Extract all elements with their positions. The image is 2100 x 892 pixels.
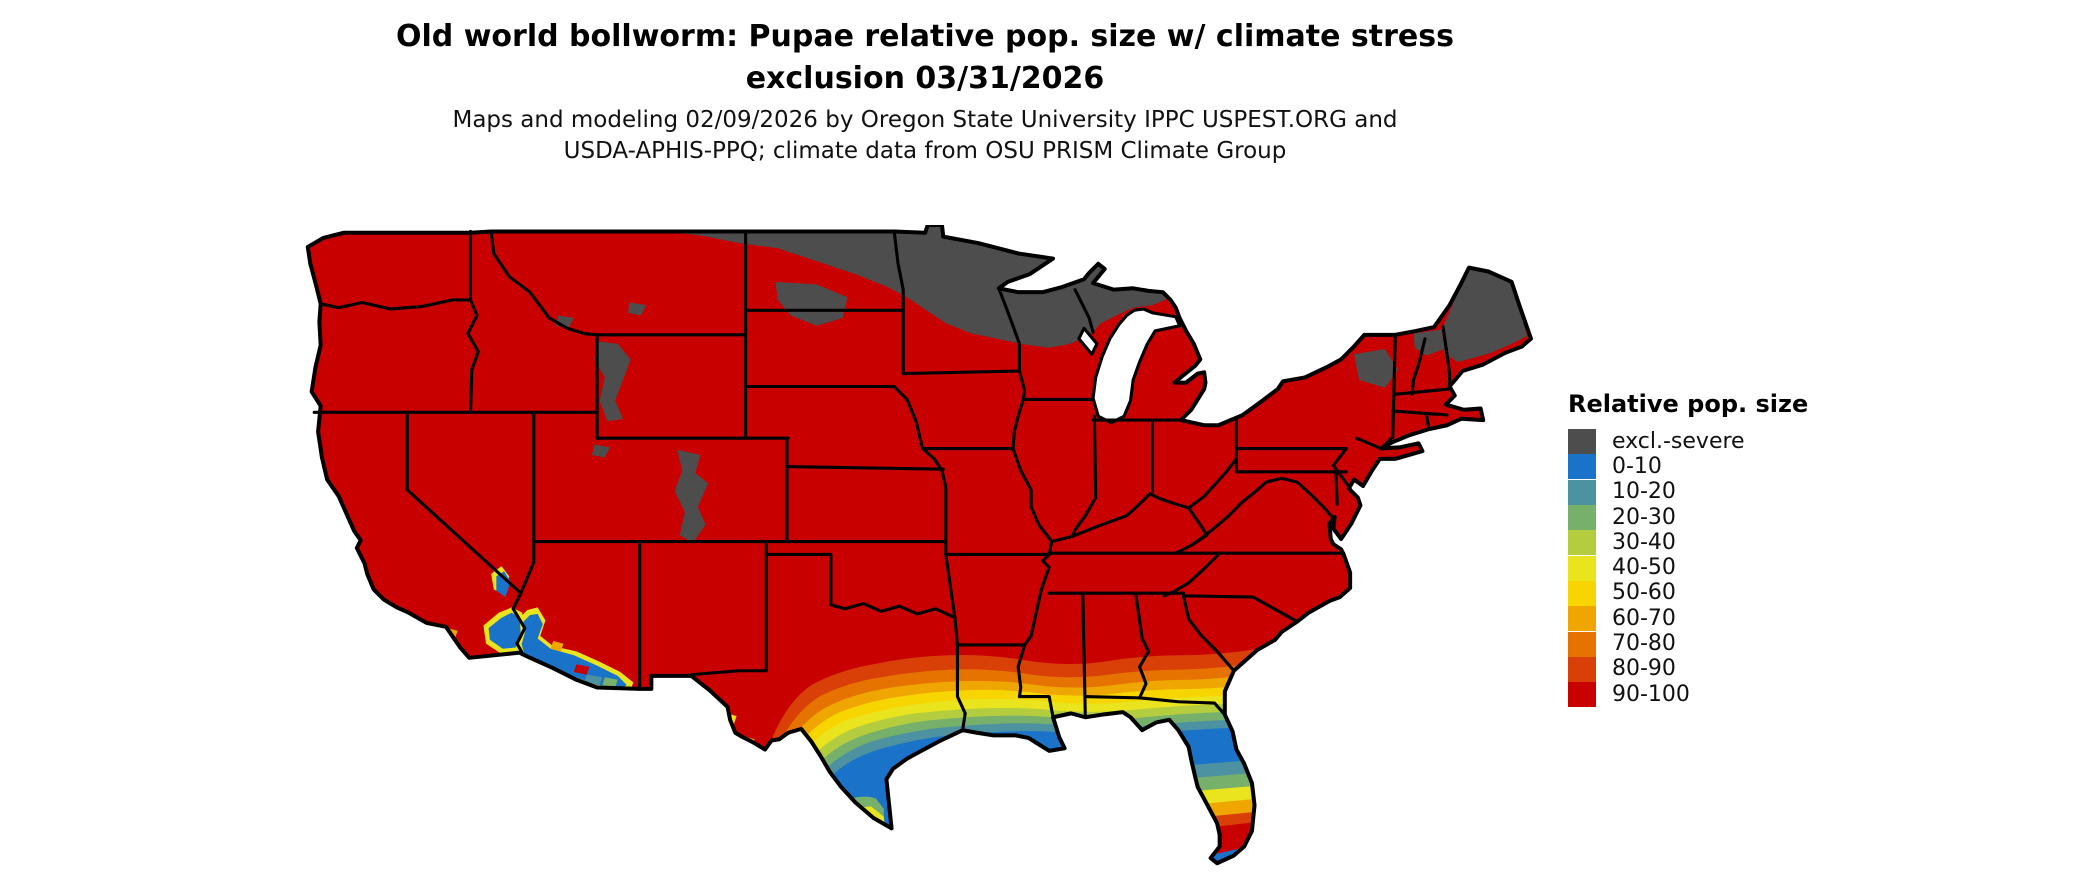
legend-item: 20-30: [1568, 504, 1828, 531]
conus-base-90-100: [307, 225, 1531, 864]
great-lakes: [1077, 307, 1182, 425]
legend-item: 30-40: [1568, 529, 1828, 556]
legend-label: 80-90: [1612, 656, 1676, 682]
legend-label: 30-40: [1612, 529, 1676, 555]
state-borders: [312, 229, 1452, 732]
legend-label: 50-60: [1612, 580, 1676, 606]
title-line-2: exclusion 03/31/2026: [745, 61, 1105, 96]
legend-swatch-icon: [1568, 530, 1596, 556]
legend-swatch-icon: [1568, 454, 1596, 480]
map-svg: [305, 225, 1533, 866]
legend-label: 0-10: [1612, 453, 1662, 479]
legend-swatch-icon: [1568, 656, 1596, 682]
page-title: Old world bollworm: Pupae relative pop. …: [180, 16, 1670, 100]
legend-label: 70-80: [1612, 631, 1676, 657]
legend-label: 60-70: [1612, 605, 1676, 631]
legend-title: Relative pop. size: [1568, 390, 1809, 418]
legend-swatch-icon: [1568, 479, 1596, 505]
legend-item: excl.-severe: [1568, 428, 1828, 455]
legend: Relative pop. size excl.-severe 0-10 10-20…: [1568, 390, 1828, 708]
legend-label: 20-30: [1612, 504, 1676, 530]
legend-item: 0-10: [1568, 453, 1828, 480]
green-bay: [1077, 326, 1099, 356]
lake-michigan: [1091, 307, 1182, 425]
legend-label: 10-20: [1612, 479, 1676, 505]
national-outline: [305, 225, 1533, 866]
legend-label: excl.-severe: [1612, 428, 1745, 454]
legend-items: excl.-severe 0-10 10-20 20-30 30-40 40-50 50-6…: [1568, 428, 1828, 708]
exclusion-severe-region: [555, 225, 1528, 543]
legend-swatch-icon: [1568, 631, 1596, 657]
legend-item: 40-50: [1568, 555, 1828, 581]
legend-swatch-icon: [1568, 505, 1596, 531]
legend-label: 40-50: [1612, 555, 1676, 581]
title-line-1: Old world bollworm: Pupae relative pop. …: [396, 19, 1454, 54]
subtitle-line-2: USDA-APHIS-PPQ; climate data from OSU PR…: [563, 138, 1287, 165]
subtitle: Maps and modeling 02/09/2026 by Oregon S…: [180, 105, 1670, 167]
legend-swatch-icon: [1568, 682, 1596, 708]
legend-item: 80-90: [1568, 656, 1828, 682]
us-choropleth-map: [300, 225, 1540, 871]
legend-label: 90-100: [1612, 681, 1690, 707]
legend-swatch-icon: [1568, 555, 1596, 581]
legend-swatch-icon: [1568, 606, 1596, 632]
legend-item: 10-20: [1568, 479, 1828, 505]
south-florida-reversal: [1188, 759, 1259, 864]
legend-item: 70-80: [1568, 631, 1828, 657]
legend-swatch-icon: [1568, 429, 1596, 455]
legend-item: 90-100: [1568, 681, 1828, 708]
legend-item: 60-70: [1568, 605, 1828, 632]
subtitle-line-1: Maps and modeling 02/09/2026 by Oregon S…: [452, 107, 1398, 133]
legend-swatch-icon: [1568, 580, 1596, 606]
legend-item: 50-60: [1568, 580, 1828, 606]
